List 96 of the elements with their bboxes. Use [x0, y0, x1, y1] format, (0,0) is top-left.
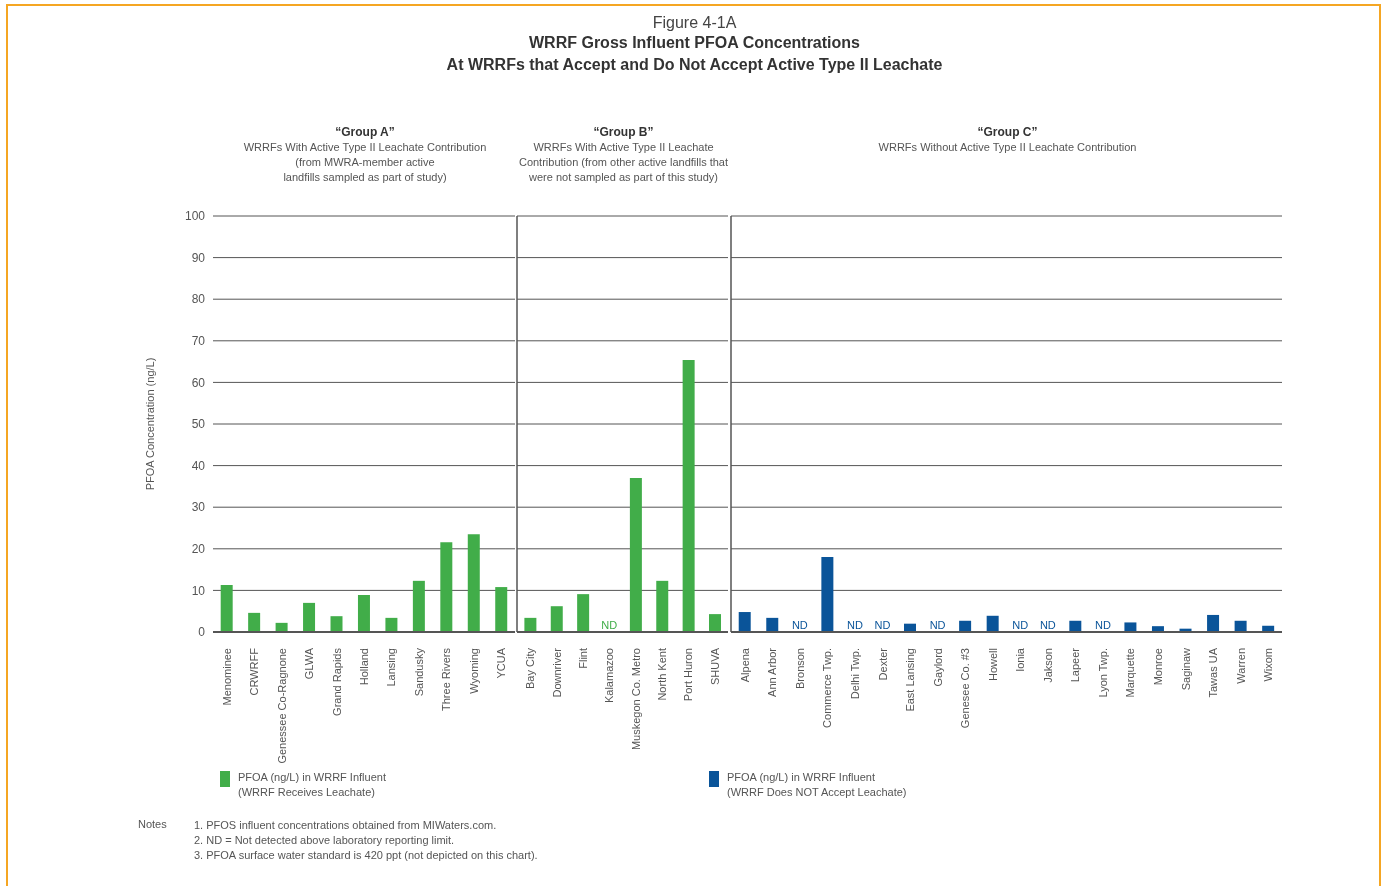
chart-title: “Group C”	[976, 125, 1039, 140]
y-tick-label: 80	[191, 292, 206, 307]
x-tick-label: Alpena	[738, 647, 751, 683]
x-tick-label: GLWA	[303, 647, 316, 680]
bar	[440, 542, 453, 632]
text: ND	[1012, 619, 1029, 631]
x-tick-label: Monroe	[1152, 648, 1165, 686]
x-tick-label: Grand Rapids	[330, 647, 343, 716]
bar	[550, 606, 563, 632]
y-axis-title: PFOA Concentration (ng/L)	[143, 357, 156, 491]
bar	[629, 478, 642, 632]
bar	[467, 534, 480, 632]
x-tick-label: Wyoming	[467, 648, 480, 694]
x-tick-label: Lapeer	[1069, 647, 1082, 683]
y-tick-label: 100	[184, 209, 206, 224]
bar	[738, 612, 751, 632]
x-tick-label: Wixom	[1262, 648, 1275, 682]
bar	[248, 612, 261, 632]
x-tick-label: Gaylord	[931, 648, 944, 687]
x-tick-label: Howell	[986, 648, 999, 682]
bar	[766, 617, 779, 632]
x-tick-label: Holland	[358, 648, 370, 686]
bar	[1124, 622, 1137, 632]
x-tick-label: Bay City	[524, 647, 537, 689]
x-tick-label: Genessee Co-Ragnone	[275, 648, 288, 764]
x-tick-label: Saginaw	[1179, 647, 1192, 691]
text: 3. PFOA surface water standard is 420 ppt (not depicted on this chart).	[194, 848, 538, 863]
x-tick-label: Jakson	[1041, 648, 1054, 683]
bar	[303, 602, 316, 632]
text: ND	[847, 619, 863, 631]
y-tick-label: 10	[191, 583, 206, 598]
bar	[524, 617, 537, 632]
text: WRRF Gross Influent PFOA Concentrations At WRRFs that Accept and Do Not Accept Active Type II Leachate	[445, 33, 944, 75]
chart-title: “Group B”	[592, 125, 655, 140]
y-tick-label: 30	[191, 500, 206, 515]
x-tick-label: Delhi Twp.	[848, 648, 861, 700]
x-tick-label: Flint	[576, 648, 589, 669]
x-tick-label: Sandusky	[412, 647, 425, 697]
text: ND	[874, 619, 891, 631]
text: ND	[601, 619, 618, 631]
y-tick-label: 0	[198, 625, 206, 640]
y-tick-label: 20	[191, 542, 206, 557]
text: ND	[791, 619, 808, 631]
x-tick-label: Dexter	[876, 647, 889, 681]
y-tick-label: 70	[191, 334, 206, 349]
legend-label: PFOA (ng/L) in WRRF Influent (WRRF Does NOT Accept Leachate)	[727, 770, 907, 800]
chart-subtitle: WRRFs With Active Type II Leachate Contribution (from MWRA-member active landfills sampled as part of study)	[242, 140, 488, 185]
bar	[682, 359, 695, 632]
bar	[986, 615, 999, 632]
bar	[330, 616, 343, 632]
x-tick-label: Menominee	[220, 648, 233, 706]
x-tick-label: Genesee Co. #3	[959, 648, 972, 729]
bar	[412, 580, 425, 632]
chart-subtitle: WRRFs With Active Type II Leachate Contribution (from other active landfills that were not sampled as part of this study)	[517, 140, 730, 185]
bar	[357, 594, 370, 632]
x-tick-label: SHUVA	[708, 647, 721, 686]
text: Notes	[138, 818, 168, 832]
x-tick-label: Ionia	[1014, 647, 1027, 672]
x-tick-label: Lansing	[385, 648, 398, 687]
y-tick-label: 60	[191, 375, 206, 390]
bar	[577, 594, 590, 632]
bar	[821, 557, 834, 632]
bar	[495, 587, 508, 632]
x-tick-label: YCUA	[495, 647, 508, 679]
bar	[709, 614, 722, 632]
text: 1. PFOS influent concentrations obtained from MIWaters.com.	[194, 818, 498, 833]
legend-label: PFOA (ng/L) in WRRF Influent (WRRF Receives Leachate)	[238, 770, 386, 800]
x-tick-label: Port Huron	[682, 648, 695, 702]
chart-subtitle: WRRFs Without Active Type II Leachate Contribution	[877, 140, 1138, 155]
text: Figure 4-1A	[651, 14, 738, 32]
x-tick-label: Kalamazoo	[603, 648, 616, 704]
x-tick-label: North Kent	[656, 648, 669, 701]
bar	[656, 580, 669, 632]
y-tick-label: 40	[191, 458, 206, 473]
x-tick-label: Three Rivers	[440, 647, 453, 711]
chart-title: “Group A”	[334, 125, 396, 140]
x-tick-label: Muskegon Co. Metro	[629, 648, 642, 751]
x-tick-label: Bronson	[793, 648, 806, 689]
y-tick-label: 50	[191, 417, 206, 432]
x-tick-label: CRWRFF	[248, 647, 261, 696]
bar	[385, 617, 398, 632]
x-tick-label: Tawas UA	[1207, 647, 1220, 698]
y-tick-label: 90	[191, 250, 206, 265]
x-tick-label: Commerce Twp.	[821, 648, 834, 728]
text: ND	[1039, 619, 1056, 631]
x-tick-label: Downriver	[550, 647, 563, 698]
x-tick-label: Warren	[1234, 648, 1247, 684]
text: 2. ND = Not detected above laboratory reporting limit.	[194, 833, 456, 848]
x-tick-label: Marquette	[1124, 648, 1137, 698]
bar	[220, 584, 233, 632]
text: ND	[929, 619, 946, 631]
x-tick-label: Ann Arbor	[766, 647, 779, 697]
x-tick-label: East Lansing	[904, 648, 917, 712]
x-tick-label: Lyon Twp.	[1096, 648, 1109, 698]
text: ND	[1094, 619, 1111, 631]
bar	[1207, 614, 1220, 632]
